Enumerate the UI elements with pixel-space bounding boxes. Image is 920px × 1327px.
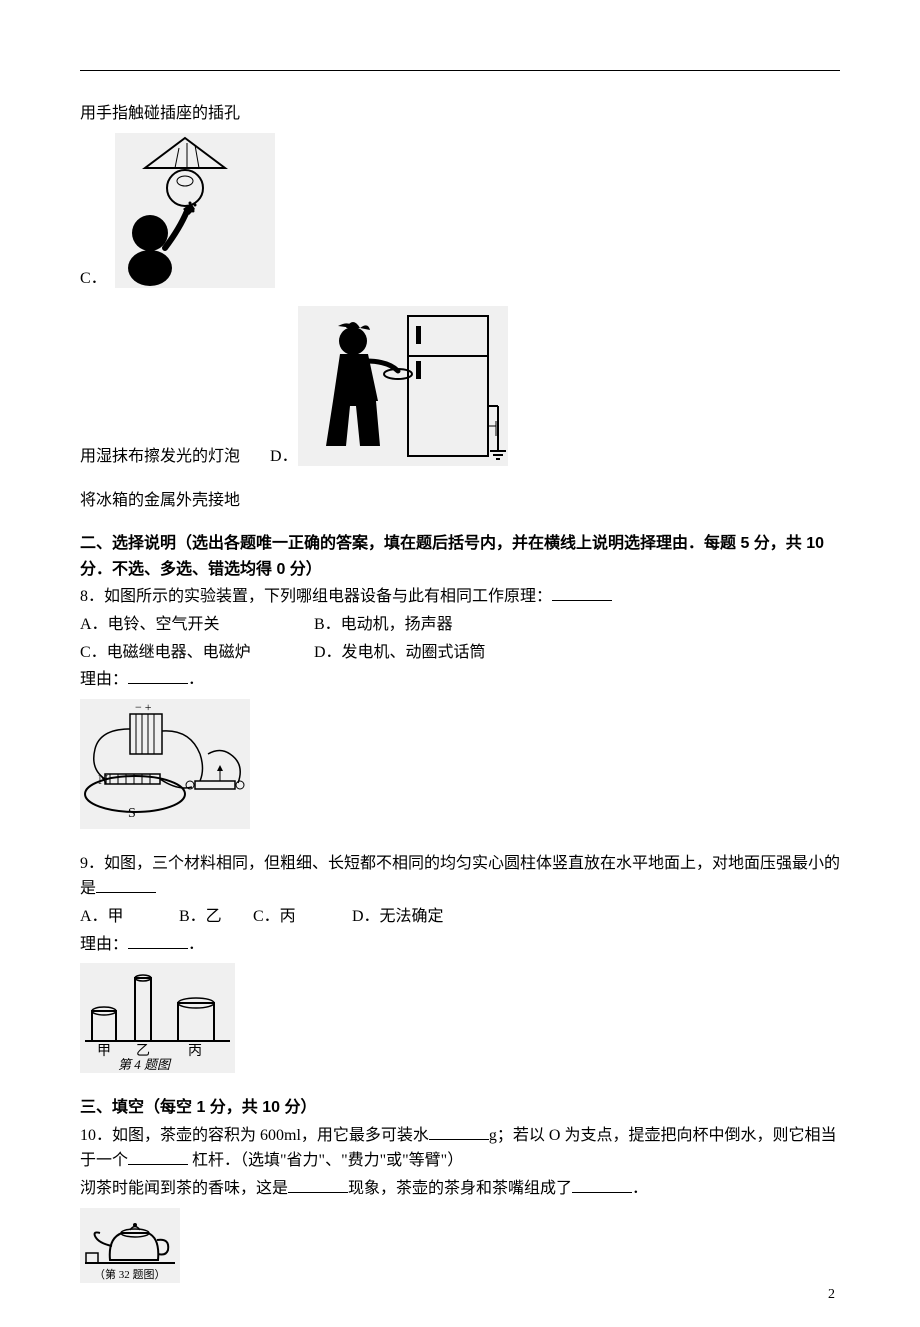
q8-optC: C．电磁继电器、电磁炉 [80,640,310,666]
q10-caption: （第 32 题图） [94,1267,166,1281]
q9-label-jia: 甲 [97,1044,111,1059]
q9-reason-blank [128,933,188,949]
q7-image-d [298,306,508,466]
q10-blank1 [429,1124,489,1140]
q7-touch-socket-text: 用手指触碰插座的插孔 [80,101,840,127]
q10-blank4 [572,1177,632,1193]
q9-image: 甲 乙 丙 第 4 题图 [80,963,235,1073]
q10-part2a: 沏茶时能闻到茶的香味，这是 [80,1180,288,1197]
svg-text:− +: − + [135,700,152,714]
q10-line2: 沏茶时能闻到茶的香味，这是 现象，茶壶的茶身和茶嘴组成了 ． [80,1176,840,1202]
q8-reason-label: 理由： [80,671,128,688]
q9-optA: A．甲 [80,904,175,930]
section2-heading: 二、选择说明（选出各题唯一正确的答案，填在题后括号内，并在横线上说明选择理由．每… [80,531,840,582]
q7-label-c: C． [80,266,107,292]
q9-period: ． [188,936,204,953]
q10-part1c: 杠杆．（选填"省力"、"费力"或"等臂"） [188,1152,463,1169]
q9-stem: 9．如图，三个材料相同，但粗细、长短都不相同的均匀实心圆柱体竖直放在水平地面上，… [80,855,840,898]
q9-optC: C．丙 [253,904,348,930]
q10-blank3 [288,1177,348,1193]
q8-options-row2: C．电磁继电器、电磁炉 D．发电机、动圈式话筒 [80,640,840,666]
q7-fridge-text: 将冰箱的金属外壳接地 [80,488,840,514]
q7-option-c-row: C． [80,129,840,292]
q8-optA: A．电铃、空气开关 [80,612,310,638]
q10-line1: 10．如图，茶壶的容积为 600ml，用它最多可装水g；若以 O 为支点，提壶把… [80,1123,840,1174]
q8-reason-row: 理由： ． [80,667,840,693]
q9-stem-row: 9．如图，三个材料相同，但粗细、长短都不相同的均匀实心圆柱体竖直放在水平地面上，… [80,851,840,902]
q10-part2c: ． [632,1180,648,1197]
q8-stem: 8．如图所示的实验装置，下列哪组电器设备与此有相同工作原理： [80,588,552,605]
q10-part1a: 10．如图，茶壶的容积为 600ml，用它最多可装水 [80,1127,429,1144]
q10-part2b: 现象，茶壶的茶身和茶嘴组成了 [348,1180,572,1197]
q9-optD: D．无法确定 [352,904,444,930]
q10-image: （第 32 题图） [80,1208,180,1283]
svg-text:S: S [128,806,136,821]
page-number: 2 [828,1284,835,1306]
q10-blank2 [128,1149,188,1165]
q9-reason-label: 理由： [80,936,128,953]
q8-period: ． [188,671,204,688]
q9-caption: 第 4 题图 [118,1057,172,1072]
section3-heading: 三、填空（每空 1 分，共 10 分） [80,1095,840,1121]
q7-label-d: D． [270,444,298,470]
q7-option-d-row: 用湿抹布擦发光的灯泡 D． [80,302,840,470]
q8-answer-blank [552,585,612,601]
q8-optD: D．发电机、动圈式话筒 [314,640,486,666]
q9-optB: B．乙 [179,904,249,930]
page-top-rule [80,70,840,71]
q9-label-bing: 丙 [188,1044,202,1059]
q8-reason-blank [128,668,188,684]
q9-answer-blank [96,877,156,893]
q9-reason-row: 理由： ． [80,932,840,958]
q8-options-row1: A．电铃、空气开关 B．电动机，扬声器 [80,612,840,638]
q9-options-row: A．甲 B．乙 C．丙 D．无法确定 [80,904,840,930]
q7-image-c [115,133,275,288]
q8-optB: B．电动机，扬声器 [314,612,453,638]
q7-wet-cloth-text: 用湿抹布擦发光的灯泡 [80,444,240,470]
q8-stem-row: 8．如图所示的实验装置，下列哪组电器设备与此有相同工作原理： [80,584,840,610]
q8-image: N S − + [80,699,250,829]
